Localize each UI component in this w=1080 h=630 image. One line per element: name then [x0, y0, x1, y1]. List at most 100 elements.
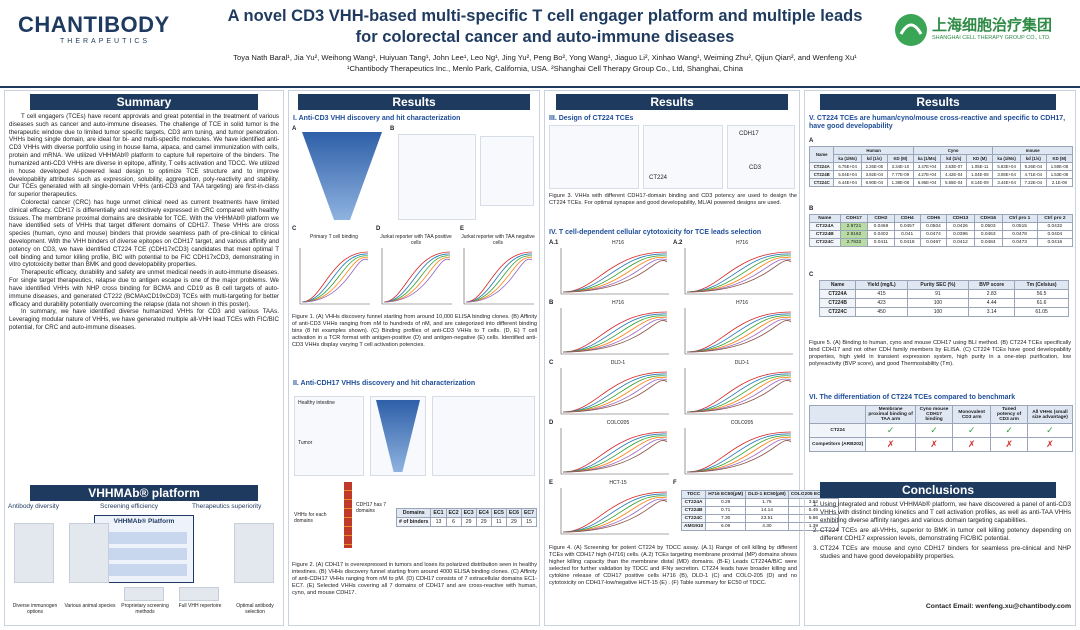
panel-letter: C [809, 272, 814, 278]
table-cell: 7.30 [705, 514, 747, 523]
table-cell: 3.08E+04 [992, 170, 1021, 179]
logo-right-sub: SHANGHAI CELL THERAPY GROUP CO., LTD. [932, 35, 1051, 41]
table-row: CT224A 415 91 2.83 56.5 [818, 289, 1069, 299]
table-header: kd (1/s) [1019, 154, 1047, 163]
table-row: Membrane proximal binding of TAA arm Cyno… [808, 405, 1074, 424]
conclusion-item: CT224 TCEs are all-VHHs, superior to BMK… [820, 527, 1071, 543]
column [288, 90, 540, 626]
plot-sketch [684, 308, 793, 355]
table-cell: 100 [906, 307, 970, 317]
table-cell: 0.0515 [1001, 222, 1038, 231]
table-cell: 29 [475, 517, 492, 527]
platform-icon [103, 564, 187, 576]
table-cell: 5.04E+04 [833, 170, 862, 179]
table: Name CDH17 CDH2 CDH4 CDH6 CDH13 CDH16 Ctrl pro … [809, 214, 1074, 247]
section-heading: VHHMAb® platform [30, 485, 258, 501]
figure-label: CDH17 has 7 domains [356, 502, 387, 514]
panel-letter: E [460, 226, 465, 232]
figure-4: H716 H716 H716 H716 DLD-1 DLD-1 COLO205 COLO205… [549, 240, 840, 542]
header-rule [0, 86, 1080, 88]
table-header: KD (M) [1045, 154, 1074, 163]
figure-2: Healthy intestine Tumor VHHs for each doma… [292, 392, 538, 558]
section-heading: Results [820, 94, 1056, 110]
panel-letter: F [673, 480, 677, 486]
panel-letter: A [292, 126, 297, 132]
table-cell: CT224 [808, 423, 867, 438]
table-cell: 0.0416 [1036, 238, 1074, 247]
section-title: VI. The differentiation of CT224 TCEs co… [809, 394, 1016, 401]
table-cell: 2.83 [968, 289, 1016, 299]
table-cell: 29 [460, 517, 477, 527]
funnel [302, 132, 382, 220]
plot-sketch [381, 248, 452, 305]
table-header: Ctrl pro 1 [1001, 214, 1038, 223]
table-cell: 0.0418 [893, 238, 921, 247]
platform-bullet: Therapeutics superiority [192, 503, 262, 510]
table-row: # of binders 13 6 29 29 11 29 15 [395, 517, 538, 527]
table-row: CT224B 423 100 4.44 61.6 [818, 298, 1069, 308]
table-header: CDH16 [973, 214, 1003, 223]
table-cell: 0.0484 [973, 238, 1003, 247]
table-cell: 2.9162 [839, 230, 869, 239]
table-header: Cyno mouse CDH17 binding [914, 405, 954, 424]
table-header: H716 EC50(pM) [705, 490, 747, 499]
figure-label: CT224 [649, 175, 668, 181]
table-header: All VHHs (small size advantage) [1026, 405, 1074, 424]
platform-caption: Full VHH repertoire [178, 603, 222, 609]
plot-title: HCT-15 [609, 480, 627, 486]
table-cell: 9.26E-04 [1019, 162, 1047, 171]
table-header: Yield (mg/L) [855, 280, 908, 290]
table-cell: ✗ [952, 437, 992, 452]
table-header: mouse [992, 146, 1073, 155]
plot-title: H716 [736, 240, 748, 246]
panel-letter: A.1 [549, 240, 559, 246]
plot-title: H716 [612, 240, 624, 246]
figure-1: A B C D E Primary T cell binding Jurkat report… [292, 126, 537, 314]
conclusions: Using integrated and robust VHHMAb® plat… [809, 501, 1071, 563]
paragraph: Therapeutic efficacy, durability and saf… [9, 269, 279, 308]
table-cell: 4.42E-04 [940, 170, 968, 179]
table-header: BVP score [968, 280, 1016, 290]
table-header: Membrane proximal binding of TAA arm [865, 405, 916, 424]
table-header: Tuned potency of CD3 arm [990, 405, 1028, 424]
table-cell: 1.39 [787, 522, 840, 531]
table-header: EC5 [490, 508, 507, 518]
table-header [808, 405, 867, 424]
table-row: CT224C 450 100 3.14 61.05 [818, 307, 1069, 317]
table-cell: 6.09 [705, 522, 747, 531]
panel-letter: D [376, 226, 381, 232]
table-cell: 6.95E+04 [912, 178, 942, 187]
figure-label: CDH17 [739, 131, 759, 137]
table-cell: CT224C [680, 514, 707, 523]
platform-image [14, 523, 54, 583]
table-cell: 8.14E-09 [966, 178, 994, 187]
table-cell: # of binders [395, 517, 432, 527]
table-cell: 2.1E-08 [1045, 178, 1074, 187]
figure-label: VHHs for each domains [294, 512, 327, 524]
platform-caption: Proprietary screening methods [121, 603, 169, 615]
plot-sketch [560, 488, 669, 535]
table-cell: 1.59E-08 [1045, 162, 1074, 171]
table: Name Yield (mg/L) Purity SEC (%) BVP score T… [818, 280, 1069, 317]
plot-sketch [299, 248, 370, 305]
table-cell: 6.44E+04 [833, 178, 862, 187]
section-title: IV. T cell-dependent cellular cytotoxici… [549, 229, 762, 236]
plot-sketch [684, 248, 793, 295]
table-cell: CT224A [809, 222, 841, 231]
panel-letter: B [549, 300, 554, 306]
panel-letter: C [292, 226, 297, 232]
table-cell: 0.0402 [867, 230, 895, 239]
plot-sketch [560, 368, 669, 415]
table-cell: 1.05E-11 [966, 162, 994, 171]
table-cell: Competitors (ARB202) [808, 437, 867, 452]
table-cell: 23.51 [745, 514, 789, 523]
plot-title: H716 [612, 300, 624, 306]
table-cell: CT224C [809, 238, 841, 247]
table-cell: 3.44E+04 [992, 178, 1021, 187]
conclusion-item: CT224 TCEs are mouse and cyno CDH17 bind… [820, 545, 1071, 561]
caption: Figure 1. (A) VHHs discovery funnel star… [292, 314, 537, 348]
panel-letter: B [809, 206, 814, 212]
table-row: CT224B 0.71 14.14 5.45 [680, 506, 840, 515]
table-cell: 61.05 [1014, 307, 1069, 317]
